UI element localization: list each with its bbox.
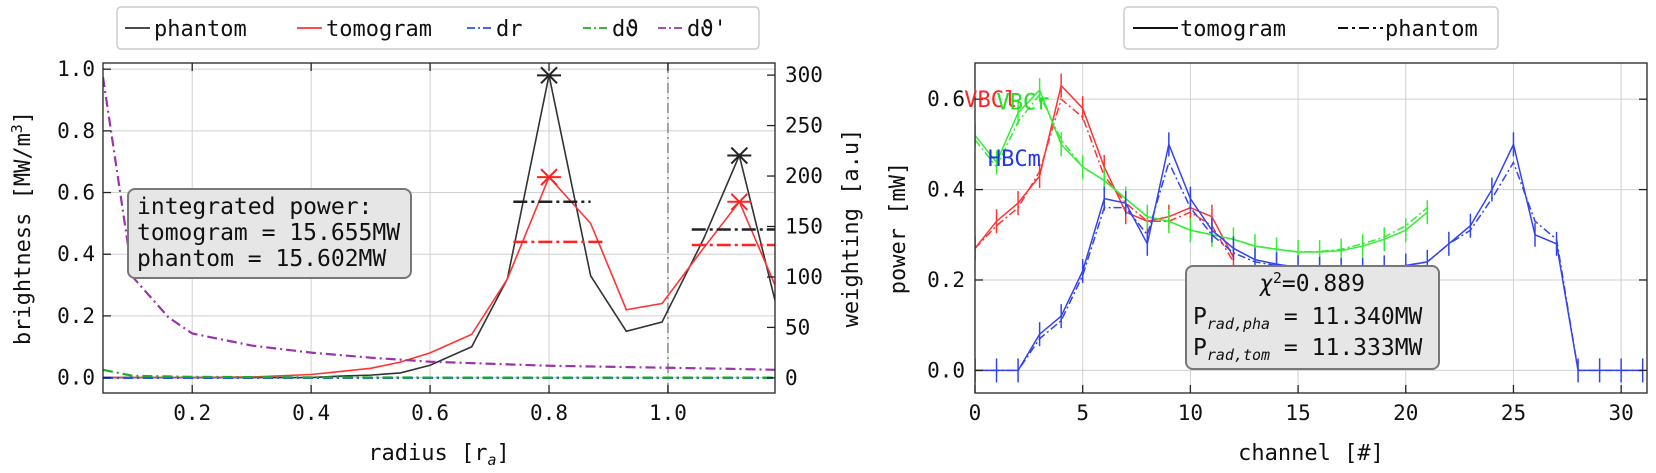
series-tomogram bbox=[103, 175, 775, 379]
integrated-power-title: integrated power: bbox=[137, 194, 372, 220]
integrated-power-tomogram: tomogram = 15.655MW bbox=[137, 220, 400, 246]
right-x-tick-label: 0 bbox=[969, 401, 982, 425]
right-y-tick-label: 0.6 bbox=[927, 87, 965, 111]
left-y2-tick-label: 200 bbox=[785, 164, 823, 188]
integrated-power-box: integrated power: tomogram = 15.655MW ph… bbox=[127, 188, 412, 279]
right-legend-item-0: tomogram bbox=[1133, 17, 1286, 42]
legend-label: dϑ bbox=[612, 17, 639, 42]
legend-item-1: tomogram bbox=[297, 17, 432, 42]
left-axes-frame bbox=[102, 62, 776, 394]
series-hbcm-phantom bbox=[975, 160, 1643, 372]
right-legend-item-1: phantom bbox=[1338, 17, 1478, 42]
legend-item-2: dr bbox=[467, 17, 523, 42]
legend-label: phantom bbox=[154, 17, 247, 42]
left-y2-tick-label: 150 bbox=[785, 214, 823, 238]
left-series bbox=[103, 63, 775, 393]
legend-label: dr bbox=[496, 17, 523, 42]
right-x-tick-label: 30 bbox=[1609, 401, 1634, 425]
right-y-axis-label: power [mW] bbox=[886, 162, 911, 294]
legend-item-0: phantom bbox=[125, 17, 247, 42]
series-vbcr-phantom bbox=[975, 93, 1428, 253]
left-ticks: 0.2 0.4 0.6 0.8 1.0 0.0 0.2 0.4 0.6 0.8 1.0 0 50 100 1… bbox=[57, 57, 823, 425]
left-plot: 0.2 0.4 0.6 0.8 1.0 0.0 0.2 0.4 0.6 0.8 1.0 0 50 100 1… bbox=[8, 6, 864, 469]
series-d- bbox=[103, 368, 775, 379]
left-y2-tick-label: 250 bbox=[785, 114, 823, 138]
right-x-tick-label: 10 bbox=[1178, 401, 1203, 425]
right-ticks: 0 5 10 15 20 25 30 0.0 0.2 0.4 0.6 bbox=[927, 87, 1647, 425]
left-y-tick-label: 0.2 bbox=[57, 304, 95, 328]
chi-squared-box: χ2=0.889 Prad,pha = 11.340MW Prad,tom = … bbox=[1185, 265, 1440, 370]
left-y-tick-label: 0.4 bbox=[57, 242, 95, 266]
camera-label-vbcr: VBCr bbox=[997, 90, 1050, 115]
series-d-- bbox=[103, 76, 775, 371]
camera-label-hbcm: HBCm bbox=[988, 147, 1041, 172]
legend-label: tomogram bbox=[326, 17, 432, 42]
right-y-tick-label: 0.4 bbox=[927, 178, 965, 202]
left-y2-tick-label: 300 bbox=[785, 63, 823, 87]
left-y2-tick-label: 0 bbox=[785, 366, 798, 390]
right-y-tick-label: 0.2 bbox=[927, 268, 965, 292]
left-y-tick-label: 0.0 bbox=[57, 366, 95, 390]
left-x-axis-label: radius [ra] bbox=[368, 441, 510, 469]
peak-marker bbox=[727, 146, 752, 165]
left-x-tick-label: 1.0 bbox=[649, 401, 687, 425]
left-x-tick-label: 0.6 bbox=[411, 401, 449, 425]
right-y-tick-label: 0.0 bbox=[927, 358, 965, 382]
right-axes-frame bbox=[974, 62, 1648, 394]
peak-marker bbox=[537, 66, 562, 85]
right-legend: tomogram phantom bbox=[1123, 6, 1499, 50]
right-legend-label: tomogram bbox=[1180, 17, 1286, 42]
legend-label: dϑ' bbox=[687, 17, 727, 42]
left-y-tick-label: 1.0 bbox=[57, 57, 95, 81]
left-x-tick-label: 0.2 bbox=[173, 401, 211, 425]
legend-item-3: dϑ bbox=[583, 17, 639, 42]
left-y-tick-label: 0.8 bbox=[57, 119, 95, 143]
left-legend: phantom tomogram dr dϑ dϑ' bbox=[116, 6, 760, 50]
right-x-axis-label: channel [#] bbox=[1238, 441, 1384, 466]
prad-tomogram-text: Prad,tom = 11.333MW bbox=[1193, 335, 1423, 364]
right-x-tick-label: 5 bbox=[1076, 401, 1089, 425]
prad-phantom-text: Prad,pha = 11.340MW bbox=[1193, 304, 1423, 333]
left-y2-tick-label: 50 bbox=[785, 315, 810, 339]
right-legend-label: phantom bbox=[1385, 17, 1478, 42]
left-y2-tick-label: 100 bbox=[785, 265, 823, 289]
chi-squared-text: χ2=0.889 bbox=[1259, 269, 1365, 297]
left-y-axis-label: brightness [MW/m3] bbox=[8, 111, 36, 345]
integrated-power-phantom: phantom = 15.602MW bbox=[137, 246, 386, 272]
left-x-tick-label: 0.4 bbox=[292, 401, 330, 425]
camera-label-vbcl: VBCl bbox=[964, 88, 1017, 113]
peak-marker bbox=[727, 193, 752, 211]
right-x-tick-label: 20 bbox=[1393, 401, 1418, 425]
left-x-tick-label: 0.8 bbox=[530, 401, 568, 425]
left-y-tick-label: 0.6 bbox=[57, 181, 95, 205]
right-x-tick-label: 15 bbox=[1285, 401, 1310, 425]
right-x-tick-label: 25 bbox=[1501, 401, 1526, 425]
legend-item-4: dϑ' bbox=[658, 17, 727, 42]
left-y2-axis-label: weighting [a.u] bbox=[839, 129, 864, 328]
peak-marker bbox=[537, 168, 562, 186]
